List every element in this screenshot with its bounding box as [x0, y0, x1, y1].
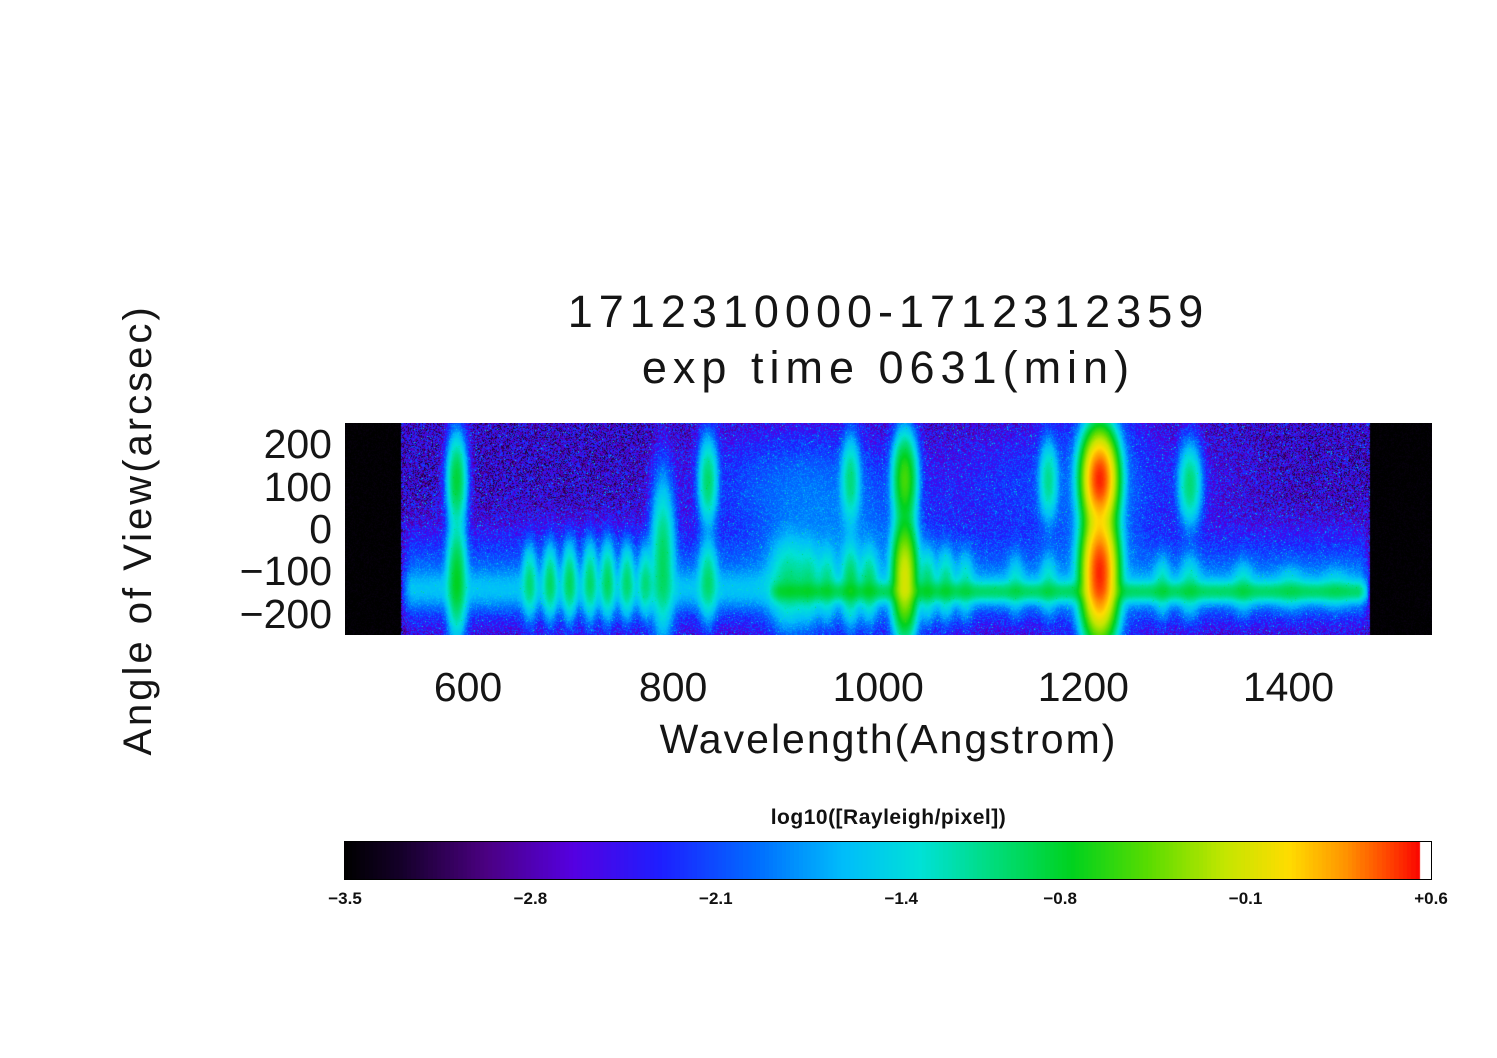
- colorbar-tick-label: +0.6: [1414, 889, 1448, 908]
- title-block: 1712310000-1712312359 exp time 0631(min): [345, 284, 1432, 396]
- y-tick-label: −200: [239, 590, 332, 637]
- x-tick-label: 600: [433, 664, 503, 710]
- y-tick-label: 100: [263, 463, 332, 510]
- colorbar-tick-label: −2.1: [699, 889, 733, 908]
- plot-title: 1712310000-1712312359: [567, 286, 1210, 337]
- plot-subtitle: exp time 0631(min): [641, 342, 1136, 393]
- colorbar-tick-label: −3.5: [328, 889, 362, 908]
- x-tick-label: 1200: [1037, 664, 1129, 710]
- x-axis-label: Wavelength(Angstrom): [659, 716, 1118, 762]
- x-tick-label: 800: [638, 664, 708, 710]
- colorbar-tick-label: −1.4: [884, 889, 919, 908]
- colorbar-tick-label: −0.1: [1228, 889, 1263, 908]
- colorbar-tick-label: −2.8: [513, 889, 548, 908]
- y-tick-label: 0: [309, 506, 332, 552]
- colorbar-tick-label: −0.8: [1043, 889, 1077, 908]
- x-tick-label: 1000: [832, 664, 924, 710]
- colorbar-label: log10([Rayleigh/pixel]): [770, 806, 1007, 829]
- y-tick-label: 200: [263, 421, 332, 468]
- y-tick-label: −100: [239, 548, 332, 595]
- colorbar-gradient: [345, 842, 1431, 879]
- x-tick-label: 1400: [1242, 664, 1335, 710]
- colorbar-frame: [344, 841, 1432, 880]
- spectrogram-heatmap: [345, 423, 1432, 635]
